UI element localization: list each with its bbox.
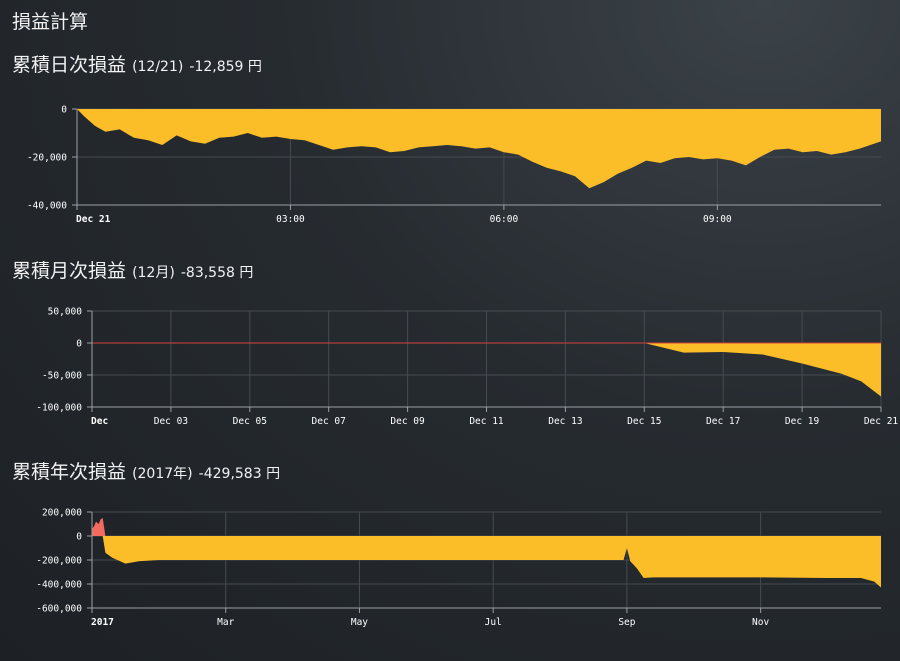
- x-tick-label: 06:00: [490, 214, 519, 225]
- x-tick-label: Dec 09: [390, 416, 425, 427]
- x-tick-label: Dec 03: [154, 416, 188, 427]
- y-tick-label: -400,000: [36, 580, 82, 591]
- x-tick-label: Nov: [752, 617, 769, 628]
- yearly-pnl-title: 累積年次損益: [12, 461, 127, 483]
- x-tick-label: Dec 17: [706, 416, 740, 427]
- monthly-pnl-period: (12月): [132, 265, 175, 281]
- x-tick-label: Dec 07: [312, 416, 346, 427]
- yearly-pnl-heading: 累積年次損益 (2017年) -429,583 円: [12, 457, 280, 484]
- x-tick-label: Dec 21: [76, 214, 111, 225]
- monthly-pnl-title: 累積月次損益: [12, 260, 127, 282]
- pnl-area-positive: [92, 518, 881, 536]
- y-tick-label: 0: [61, 105, 67, 116]
- daily-pnl-chart: 0 -20,000 -40,000 Dec 21 03:00 06:00 09:00: [27, 105, 881, 225]
- x-tick-label: Dec 05: [233, 416, 267, 427]
- yearly-pnl-period: (2017年): [132, 466, 193, 482]
- x-tick-label: Dec 13: [548, 416, 582, 427]
- pnl-area-negative: [77, 109, 881, 189]
- monthly-pnl-chart: 50,000 0 -50,000 -100,000 Dec Dec 03 Dec 05 Dec…: [36, 307, 899, 428]
- y-tick-label: -100,000: [36, 403, 82, 414]
- daily-pnl-value: -12,859 円: [189, 59, 262, 75]
- x-tick-label: Dec 19: [785, 416, 820, 427]
- x-tick-label: May: [351, 617, 368, 628]
- x-tick-label: Mar: [217, 617, 234, 628]
- monthly-pnl-heading: 累積月次損益 (12月) -83,558 円: [12, 256, 253, 283]
- y-tick-label: 0: [76, 339, 82, 350]
- y-tick-label: 0: [76, 532, 82, 543]
- y-tick-label: -200,000: [36, 556, 82, 567]
- x-tick-label: 09:00: [703, 214, 732, 225]
- y-tick-label: 200,000: [42, 508, 82, 519]
- page-title: 損益計算: [12, 11, 89, 33]
- daily-pnl-period: (12/21): [132, 59, 184, 75]
- pnl-area-negative: [92, 536, 881, 588]
- x-tick-label: Dec 21: [864, 416, 899, 427]
- y-tick-label: -20,000: [27, 153, 67, 164]
- daily-pnl-title: 累積日次損益: [12, 54, 127, 76]
- y-tick-label: -40,000: [27, 201, 67, 212]
- x-tick-label: 03:00: [276, 214, 305, 225]
- y-tick-label: -50,000: [42, 371, 82, 382]
- daily-pnl-heading: 累積日次損益 (12/21) -12,859 円: [12, 50, 262, 77]
- y-tick-label: 50,000: [48, 307, 83, 318]
- x-tick-label: Dec 11: [469, 416, 504, 427]
- x-tick-label: Jul: [485, 617, 502, 628]
- x-tick-label: 2017: [91, 617, 114, 628]
- x-tick-label: Sep: [618, 617, 635, 628]
- yearly-pnl-value: -429,583 円: [198, 466, 281, 482]
- yearly-pnl-chart: 200,000 0 -200,000 -400,000 -600,000 2017 Mar M…: [36, 508, 881, 628]
- x-tick-label: Dec 15: [627, 416, 661, 427]
- x-tick-label: Dec: [91, 416, 108, 427]
- pnl-area-negative: [92, 343, 881, 397]
- monthly-pnl-value: -83,558 円: [180, 265, 254, 281]
- y-tick-label: -600,000: [36, 604, 82, 615]
